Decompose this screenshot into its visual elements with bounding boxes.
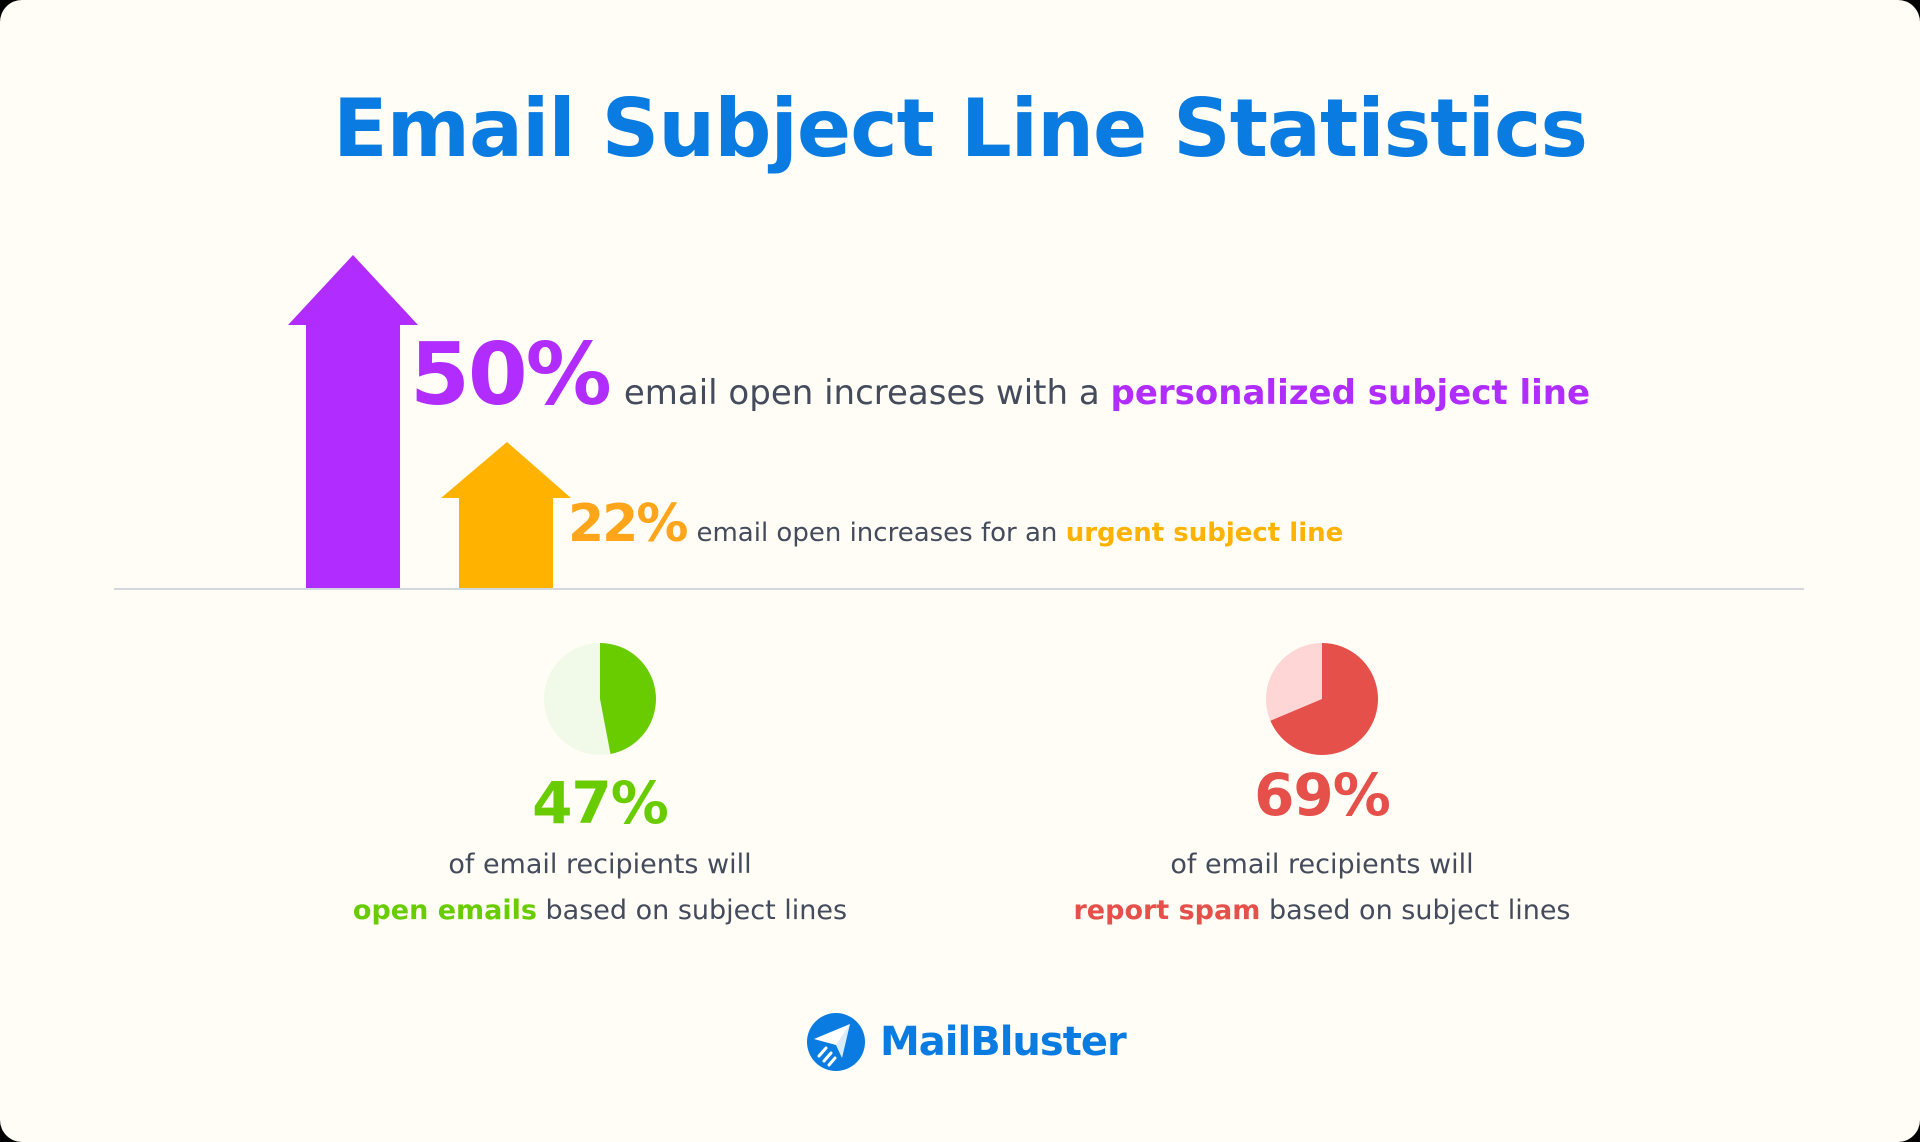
stat-value: 47% [532, 769, 669, 837]
divider [114, 588, 1804, 590]
stat-value: 22% [568, 494, 688, 554]
stat-description: email open increases for an urgent subje… [696, 518, 1344, 548]
logo-text: MailBluster [880, 1019, 1127, 1065]
stat-description-line1: of email recipients will [448, 849, 752, 880]
stat-highlight: personalized subject line [1110, 373, 1591, 413]
stat-value: 69% [1254, 761, 1391, 829]
stat-personalized: 50% email open increases with a personal… [410, 325, 1590, 425]
paper-plane-logo-icon [807, 1013, 865, 1071]
pie-chart-icon-spam [1266, 643, 1378, 755]
page-title: Email Subject Line Statistics [332, 82, 1588, 175]
arrow-up-icon-personalized [288, 255, 418, 589]
stat-report-spam: 69% of email recipients will report spam… [972, 642, 1672, 934]
pie-chart-icon-open [544, 643, 656, 755]
stat-highlight: open emails [352, 895, 537, 926]
stat-description-line2: report spam based on subject lines [1073, 895, 1571, 926]
stat-open-emails: 47% of email recipients will open emails… [250, 642, 950, 934]
arrow-up-icon-urgent [441, 442, 571, 589]
stat-description-line1: of email recipients will [1170, 849, 1474, 880]
stat-highlight: urgent subject line [1065, 518, 1344, 548]
stat-value: 50% [410, 325, 612, 425]
stat-highlight: report spam [1073, 895, 1261, 926]
stat-description-line2: open emails based on subject lines [352, 895, 848, 926]
stat-urgent: 22% email open increases for an urgent s… [568, 494, 1343, 554]
mailbluster-logo: MailBluster [806, 1012, 1127, 1072]
arrow-chart [288, 255, 571, 589]
stat-description: email open increases with a personalized… [623, 373, 1591, 413]
